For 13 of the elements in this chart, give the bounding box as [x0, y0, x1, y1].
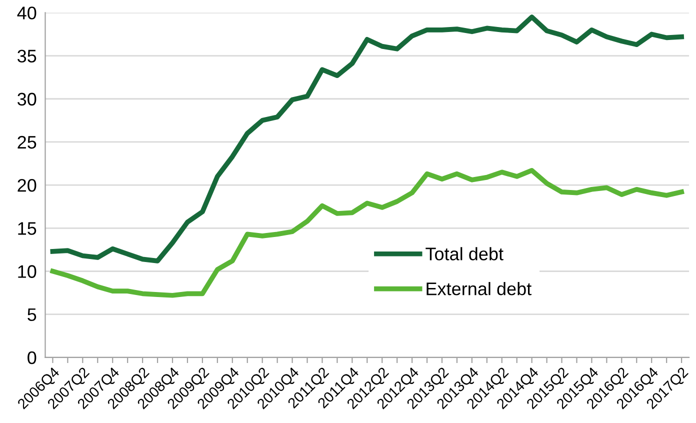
line-series: [50, 14, 684, 264]
y-tick-label: 35: [18, 50, 36, 63]
y-tick-label: 5: [28, 308, 36, 322]
legend-label: Total debt: [426, 247, 504, 260]
y-tick-label: 30: [18, 92, 36, 106]
line-series: [50, 168, 684, 298]
y-tick-label: 40: [17, 6, 36, 20]
y-tick-label: 10: [18, 265, 36, 278]
y-tick-label: 20: [18, 178, 36, 192]
legend-label: External debt: [426, 282, 532, 296]
y-tick-label: 25: [18, 136, 36, 149]
y-tick-label: 0: [28, 351, 36, 364]
y-tick-label: 15: [18, 222, 36, 235]
